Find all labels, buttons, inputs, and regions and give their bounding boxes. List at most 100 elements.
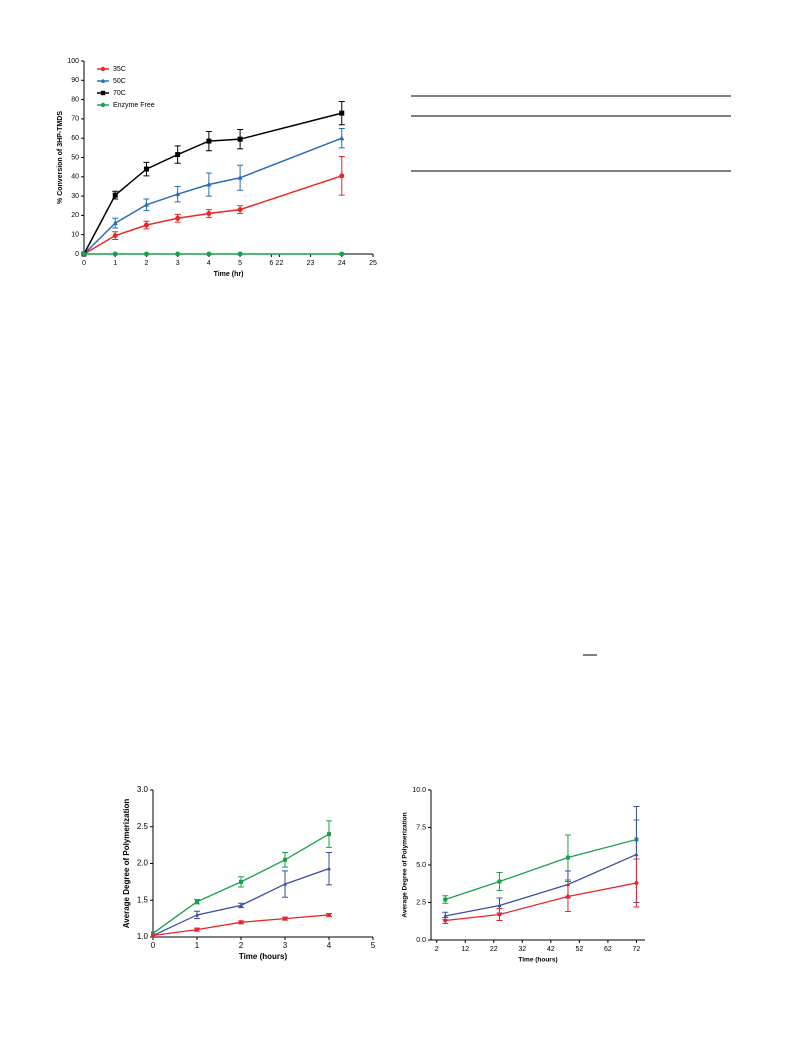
y-tick-label: 2.5 [416,899,426,906]
x-tick-label: 4 [207,260,211,267]
y-tick-label: 0.0 [416,937,426,944]
x-tick-label: 3 [176,260,180,267]
y-tick-label: 2.5 [137,822,149,831]
series-line [152,914,330,937]
marker [239,920,243,925]
marker [143,166,149,172]
marker [81,251,87,257]
marker [195,927,199,932]
marker [327,866,331,871]
x-tick-label: 1 [113,260,117,267]
marker [634,852,639,857]
marker [634,881,639,885]
series-line [83,137,343,255]
marker [112,233,118,239]
marker [143,201,149,207]
y-tick-label: 0 [75,251,79,258]
marker [237,251,243,257]
marker [195,899,199,904]
series-line [445,853,637,917]
y-tick-label: 30 [71,193,79,200]
series-line [445,838,637,901]
marker [100,102,106,108]
x-axis-label: Time (hours) [239,952,288,961]
y-tick-label: 3.0 [137,785,149,794]
marker [195,912,199,917]
legend-label: 50C [113,78,126,85]
y-tick-label: 20 [71,212,79,219]
y-tick-label: 1.0 [137,932,149,941]
marker [565,894,570,899]
y-tick-label: 70 [71,116,79,123]
x-tick-label: 24 [338,260,346,267]
y-axis-label: Average Degree of Polymerization [122,799,131,929]
y-tick-label: 1.5 [137,895,149,904]
marker [565,855,570,860]
legend-label: 70C [113,90,126,97]
x-tick-label: 0 [82,260,86,267]
y-tick-label: 100 [67,58,79,65]
x-tick-label: 62 [604,946,612,953]
marker [497,912,502,917]
x-tick-label: 32 [518,946,526,953]
x-tick-label: 6 [269,260,273,267]
marker [283,857,287,862]
x-tick-label: 4 [327,941,332,950]
y-tick-label: 2.0 [137,859,149,868]
marker [100,90,106,96]
x-tick-label: 5 [371,941,376,950]
marker [100,78,106,83]
marker [239,902,243,907]
marker [206,210,212,216]
marker [237,136,243,142]
x-tick-label: 0 [151,941,156,950]
series-line [83,175,343,255]
marker [339,251,345,257]
marker [143,222,149,228]
x-tick-label: 22 [490,946,498,953]
marker [239,879,243,884]
marker [327,832,331,837]
x-tick-label: 3 [283,941,288,950]
y-tick-label: 10 [71,232,79,239]
x-axis-label: Time (hours) [518,957,557,964]
marker [112,220,118,226]
marker [443,897,448,902]
y-axis-label: Average Degree of Polymerization [402,812,409,917]
y-tick-label: 5.0 [416,862,426,869]
marker [443,913,448,918]
x-tick-label: 52 [575,946,583,953]
y-tick-label: 80 [71,96,79,103]
legend-label: Enzyme Free [113,102,155,109]
marker [283,916,287,921]
y-tick-label: 10.0 [412,787,426,794]
marker [143,251,149,257]
x-tick-label: 5 [238,260,242,267]
marker [206,138,212,144]
x-tick-label: 1 [195,941,200,950]
y-axis-label: % Conversion of 3HP-TMDS [57,111,64,204]
marker [175,251,181,257]
marker [112,192,118,198]
marker [237,174,243,180]
x-tick-label: 2 [144,260,148,267]
marker [443,918,448,923]
y-tick-label: 60 [71,135,79,142]
marker [175,152,181,158]
x-tick-label: 2 [435,946,439,953]
marker [175,215,181,221]
x-tick-label: 2 [239,941,244,950]
marker [339,173,345,179]
marker [339,135,345,141]
x-tick-label: 25 [369,260,377,267]
marker [237,207,243,213]
marker [497,879,502,884]
marker [497,903,502,908]
marker [206,181,212,187]
x-tick-label: 22 [275,260,283,267]
y-tick-label: 40 [71,174,79,181]
y-tick-label: 50 [71,154,79,161]
marker [327,912,331,917]
y-tick-label: 7.5 [416,824,426,831]
marker [100,66,106,72]
